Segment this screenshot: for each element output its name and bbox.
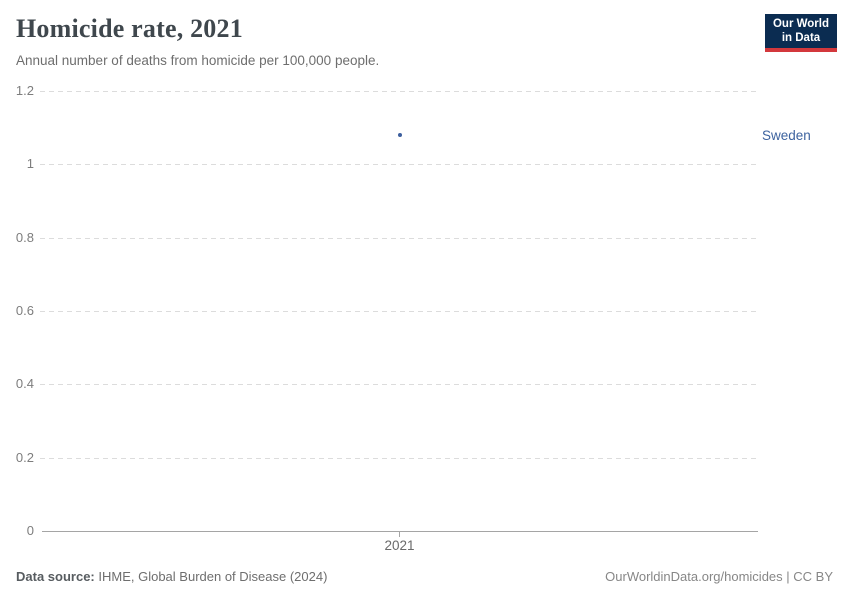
y-axis-tick-label: 1 xyxy=(26,156,34,172)
x-axis-tick-mark xyxy=(399,531,400,537)
gridline-y-0.2 xyxy=(40,457,756,459)
gridline-y-1.2 xyxy=(40,91,756,92)
owid-logo-line1: Our World xyxy=(772,17,829,30)
chart-footer: Data source: IHME, Global Burden of Dise… xyxy=(16,569,833,584)
x-axis-tick-label: 2021 xyxy=(384,538,415,553)
gridline-y-0.8 xyxy=(40,237,756,239)
entity-label-sweden[interactable]: Sweden xyxy=(762,128,811,143)
y-axis-tick-label: 0.4 xyxy=(15,376,34,392)
y-axis-tick-label: 1.2 xyxy=(15,83,34,98)
gridline-y-0 xyxy=(42,531,758,532)
footer-link[interactable]: OurWorldinData.org/homicides | CC BY xyxy=(605,569,833,584)
data-point-sweden[interactable] xyxy=(397,133,402,137)
gridline-y-1 xyxy=(40,164,756,166)
data-source-text[interactable]: IHME, Global Burden of Disease (2024) xyxy=(98,569,328,584)
y-axis-tick-label: 0 xyxy=(26,523,34,538)
chart-subtitle: Annual number of deaths from homicide pe… xyxy=(16,53,380,68)
gridline-y-0.4 xyxy=(40,384,756,386)
gridline-y-0.6 xyxy=(40,311,756,312)
y-axis-tick-label: 0.2 xyxy=(15,449,34,465)
chart-title: Homicide rate, 2021 xyxy=(16,14,243,43)
owid-logo[interactable]: Our World in Data xyxy=(765,14,837,52)
owid-logo-line2: in Data xyxy=(781,32,821,44)
y-axis-tick-label: 0.6 xyxy=(15,303,34,318)
data-source-label: Data source: xyxy=(16,569,95,584)
y-axis-tick-label: 0.8 xyxy=(15,229,34,245)
data-source-note: Data source: IHME, Global Burden of Dise… xyxy=(16,569,327,584)
